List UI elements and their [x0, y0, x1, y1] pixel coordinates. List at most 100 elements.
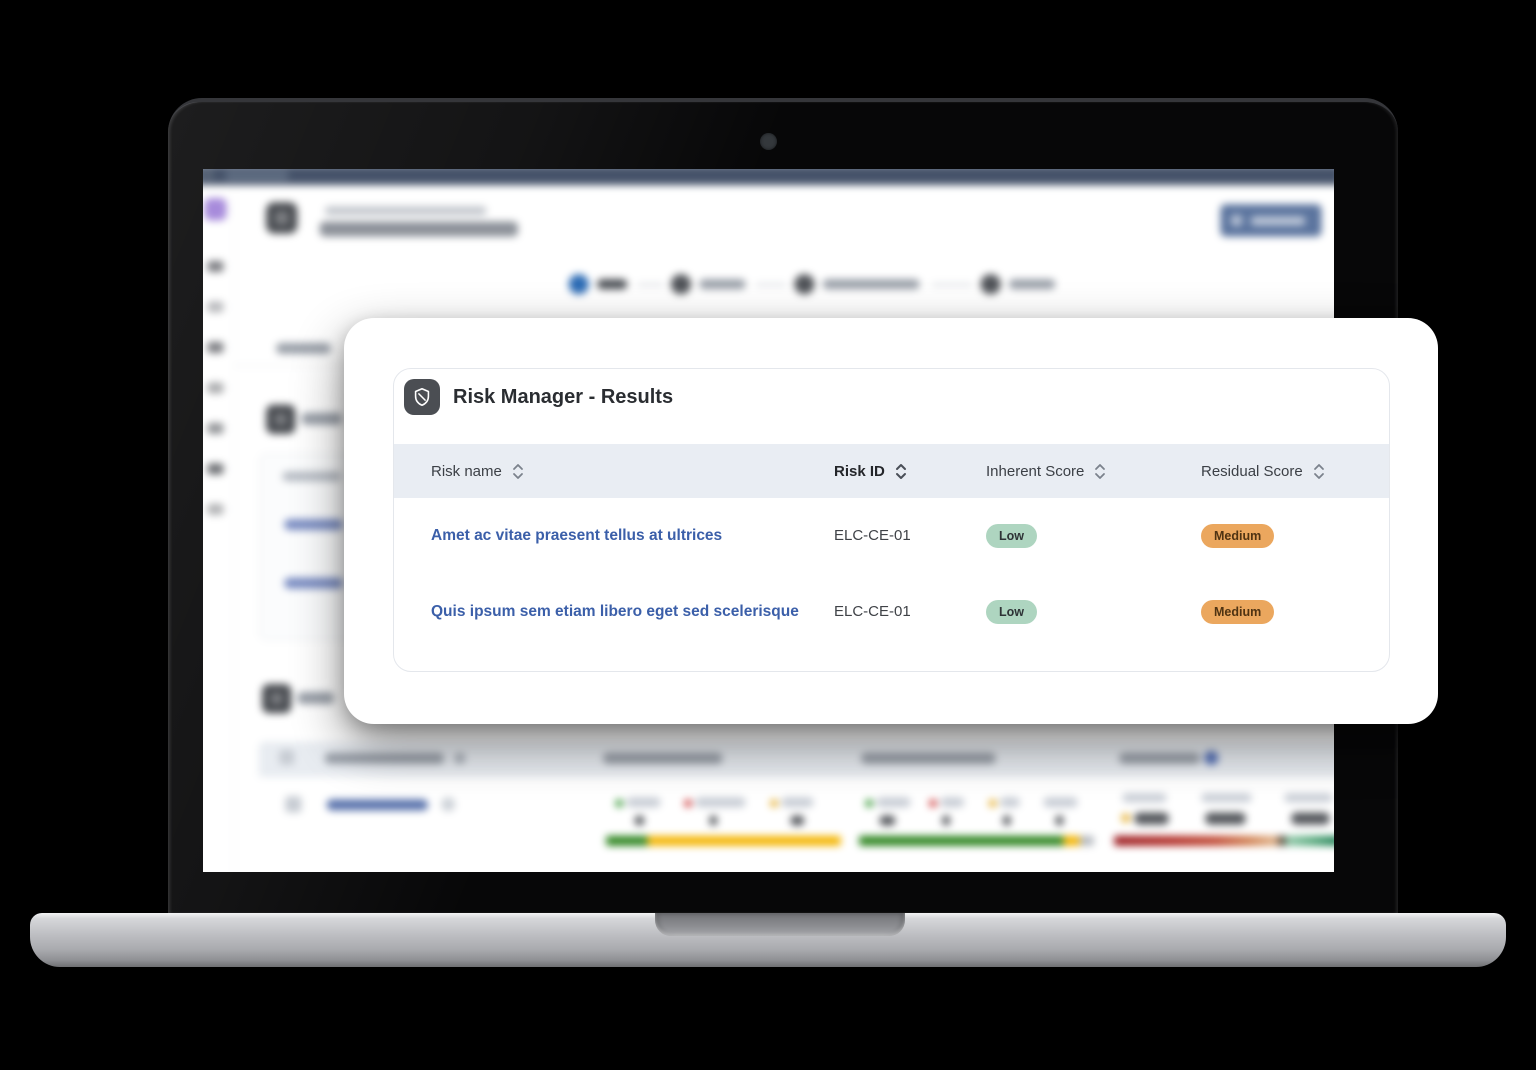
page-title — [319, 221, 519, 237]
table-row: Quis ipsum sem etiam libero eget sed sce… — [394, 574, 1389, 650]
stat-value — [1291, 812, 1330, 825]
progress-bar-1 — [606, 835, 841, 846]
stepper-step-3[interactable] — [794, 274, 815, 295]
risk-name-link[interactable]: Amet ac vitae praesent tellus at ultrice… — [431, 527, 723, 544]
risk-id: ELC-CE-01 — [834, 527, 911, 544]
stepper-label-4 — [1008, 279, 1056, 290]
column-risk-name[interactable]: Risk name — [394, 463, 834, 480]
legend-label — [940, 797, 965, 808]
legend-dot-yellow — [988, 799, 997, 808]
project-link[interactable] — [326, 799, 428, 811]
panel-header: Risk Manager - Results — [394, 369, 1389, 415]
stat-value — [634, 815, 645, 826]
col-2[interactable] — [603, 752, 723, 764]
stepper-step-4[interactable] — [980, 274, 1001, 295]
sort-icon[interactable] — [1313, 463, 1325, 480]
stat-value — [1002, 815, 1011, 826]
progress-bar-2 — [859, 835, 1094, 846]
sidebar-icon-2[interactable] — [207, 301, 224, 313]
select-all-checkbox[interactable] — [279, 749, 295, 765]
stat-value — [1134, 812, 1169, 825]
stat-value — [1055, 815, 1064, 826]
risk-id: ELC-CE-01 — [834, 603, 911, 620]
panel-link-1[interactable] — [284, 518, 343, 531]
stepper-label-1 — [596, 279, 628, 290]
sidebar-icon-3[interactable] — [207, 341, 224, 354]
page-header-icon — [266, 202, 298, 234]
column-residual-score[interactable]: Residual Score — [1201, 463, 1389, 480]
legend-label — [1284, 793, 1333, 803]
panel-label — [282, 471, 341, 482]
primary-action-button[interactable] — [1220, 204, 1322, 237]
window-icon — [203, 169, 214, 181]
legend-label — [626, 797, 661, 808]
legend-label — [1122, 793, 1167, 803]
column-risk-id[interactable]: Risk ID — [834, 463, 986, 480]
stat-value — [1205, 812, 1246, 825]
inherent-score-badge: Low — [986, 524, 1037, 548]
risk-results-panel: Risk Manager - Results Risk name Risk ID — [393, 368, 1390, 672]
section-1-title — [301, 412, 342, 425]
col-sort-icon[interactable] — [454, 752, 466, 764]
heatmap-bar — [1114, 835, 1334, 846]
panel-link-2[interactable] — [284, 577, 343, 589]
breadcrumb — [324, 206, 487, 216]
legend-dot-yellow — [770, 799, 779, 808]
sidebar-icon-6[interactable] — [207, 463, 224, 475]
legend-dot-green — [615, 799, 624, 808]
residual-score-badge: Medium — [1201, 524, 1275, 548]
legend-dot-red — [928, 799, 937, 808]
risk-name-link[interactable]: Quis ipsum sem etiam libero eget sed sce… — [431, 603, 799, 620]
section-1-icon — [266, 404, 296, 434]
stepper-label-3 — [822, 279, 920, 290]
col-project-name[interactable] — [324, 752, 445, 764]
inherent-score-badge: Low — [986, 600, 1037, 624]
stepper-step-2[interactable] — [670, 274, 692, 295]
risk-manager-results-card: Risk Manager - Results Risk name Risk ID — [344, 318, 1438, 724]
table-row: Amet ac vitae praesent tellus at ultrice… — [394, 498, 1389, 574]
stepper-label-2 — [699, 279, 746, 290]
legend-label — [876, 797, 911, 808]
stat-value — [790, 815, 805, 826]
webcam-dot — [760, 133, 777, 150]
shield-icon — [404, 379, 440, 415]
sort-icon[interactable] — [1094, 463, 1106, 480]
card-title: Risk Manager - Results — [453, 385, 674, 408]
table-header-row: Risk name Risk ID Inherent Score — [394, 444, 1389, 498]
column-inherent-score[interactable]: Inherent Score — [986, 463, 1201, 480]
stat-value — [879, 815, 896, 826]
sort-icon[interactable] — [895, 463, 907, 480]
row-checkbox[interactable] — [285, 796, 302, 813]
sidebar-icon-5[interactable] — [207, 422, 224, 434]
col-4[interactable] — [1119, 752, 1201, 764]
legend-label — [695, 797, 746, 808]
legend-label — [1043, 797, 1078, 808]
section-2-icon — [261, 683, 292, 714]
sort-icon[interactable] — [512, 463, 524, 480]
info-icon[interactable] — [1204, 750, 1219, 765]
legend-dot-green — [865, 799, 874, 808]
rating-dot-yellow — [1121, 813, 1131, 823]
sidebar-rail — [203, 185, 235, 872]
col-3[interactable] — [861, 752, 996, 764]
edit-icon[interactable] — [441, 797, 456, 812]
stat-value — [709, 815, 718, 826]
stepper-step-1-active[interactable] — [568, 274, 589, 295]
stat-value — [942, 815, 951, 826]
section-2-title — [297, 692, 334, 705]
legend-label — [1201, 793, 1252, 803]
app-logo — [204, 198, 227, 221]
laptop-lid-notch — [655, 913, 905, 936]
sidebar-icon-1[interactable] — [207, 260, 224, 273]
sidebar-icon-4[interactable] — [207, 382, 224, 394]
sidebar-icon-7[interactable] — [207, 503, 224, 515]
legend-dot-red — [683, 799, 693, 808]
browser-titlebar — [203, 169, 1334, 186]
content-tab[interactable] — [276, 342, 331, 355]
browser-tab[interactable] — [225, 169, 289, 181]
residual-score-badge: Medium — [1201, 600, 1275, 624]
legend-label — [999, 797, 1020, 808]
laptop-base — [30, 913, 1506, 967]
legend-label — [781, 797, 814, 808]
